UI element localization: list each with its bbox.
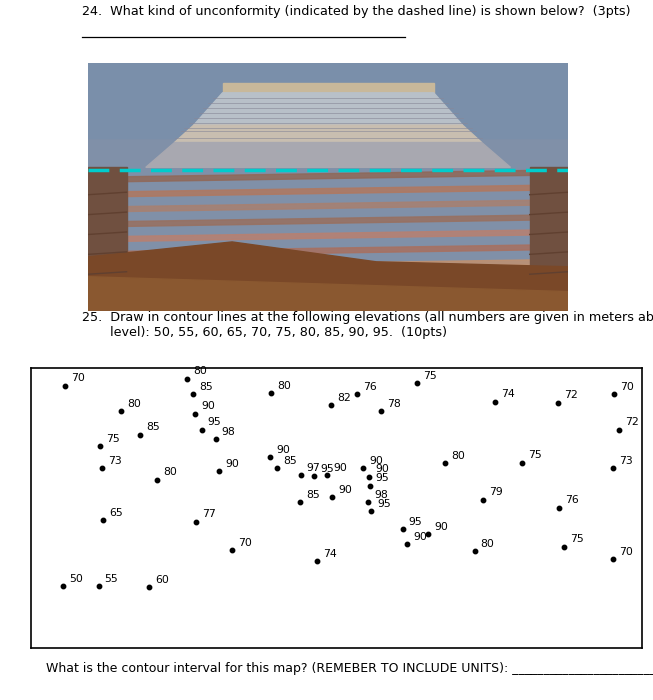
Text: 90: 90 (375, 465, 389, 475)
Text: 65: 65 (110, 508, 123, 518)
Polygon shape (88, 230, 568, 242)
Bar (88, 63, 568, 137)
Text: 98: 98 (374, 490, 389, 500)
Polygon shape (88, 274, 568, 287)
Text: 75: 75 (528, 451, 542, 461)
Bar (88, 167, 127, 312)
Polygon shape (88, 276, 568, 312)
Polygon shape (88, 215, 568, 227)
Polygon shape (88, 185, 568, 197)
Text: 80: 80 (163, 468, 177, 477)
Text: 74: 74 (323, 549, 337, 559)
Text: 55: 55 (104, 574, 118, 584)
Text: 95: 95 (320, 464, 334, 474)
Text: 75: 75 (106, 434, 120, 444)
Text: 85: 85 (199, 382, 213, 392)
Text: 82: 82 (337, 393, 351, 403)
Text: 73: 73 (108, 456, 122, 466)
Text: 90: 90 (370, 456, 383, 466)
Text: 74: 74 (502, 389, 515, 400)
Text: 90: 90 (276, 445, 290, 455)
Text: 85: 85 (283, 456, 297, 466)
Text: 70: 70 (238, 538, 251, 548)
Text: 95: 95 (208, 417, 221, 428)
Text: What is the contour interval for this map? (REMEBER TO INCLUDE UNITS): _________: What is the contour interval for this ma… (46, 662, 653, 676)
Text: 76: 76 (565, 496, 579, 505)
Text: 98: 98 (222, 427, 236, 437)
Text: 90: 90 (225, 459, 240, 469)
Text: 76: 76 (363, 382, 377, 392)
Text: 24.  What kind of unconformity (indicated by the dashed line) is shown below?  (: 24. What kind of unconformity (indicated… (82, 5, 630, 18)
Polygon shape (174, 125, 482, 143)
Text: 80: 80 (451, 451, 466, 461)
Polygon shape (223, 83, 434, 93)
Text: 77: 77 (202, 510, 216, 519)
Text: 97: 97 (307, 463, 321, 473)
Polygon shape (194, 93, 462, 125)
Text: 75: 75 (570, 535, 584, 545)
Text: 72: 72 (564, 391, 577, 400)
Text: 90: 90 (334, 463, 347, 473)
Text: 80: 80 (193, 367, 207, 377)
Text: 80: 80 (481, 539, 494, 549)
Polygon shape (146, 143, 511, 167)
Text: 90: 90 (201, 402, 215, 412)
Text: 90: 90 (413, 532, 428, 542)
Text: 79: 79 (489, 487, 503, 498)
Text: 72: 72 (626, 417, 639, 428)
Text: 78: 78 (387, 399, 400, 409)
Polygon shape (88, 242, 568, 312)
Text: 90: 90 (434, 522, 448, 532)
Text: 50: 50 (69, 574, 83, 584)
Text: 80: 80 (278, 381, 291, 391)
Text: 70: 70 (618, 547, 633, 557)
Text: 95: 95 (377, 499, 391, 509)
Polygon shape (88, 244, 568, 257)
Text: 85: 85 (146, 423, 160, 433)
Text: 95: 95 (375, 473, 389, 484)
Text: 70: 70 (71, 374, 85, 384)
Text: 70: 70 (620, 382, 635, 392)
Text: 60: 60 (155, 575, 169, 585)
Text: 95: 95 (409, 517, 422, 527)
Polygon shape (88, 170, 568, 182)
Bar (530, 167, 568, 312)
Polygon shape (88, 259, 568, 272)
Text: 75: 75 (423, 371, 437, 381)
Text: 90: 90 (338, 484, 353, 495)
Polygon shape (88, 199, 568, 212)
Text: 73: 73 (618, 456, 633, 466)
Text: 25.  Draw in contour lines at the following elevations (all numbers are given in: 25. Draw in contour lines at the followi… (82, 311, 653, 339)
Text: 80: 80 (127, 399, 141, 409)
Text: 85: 85 (306, 490, 320, 500)
